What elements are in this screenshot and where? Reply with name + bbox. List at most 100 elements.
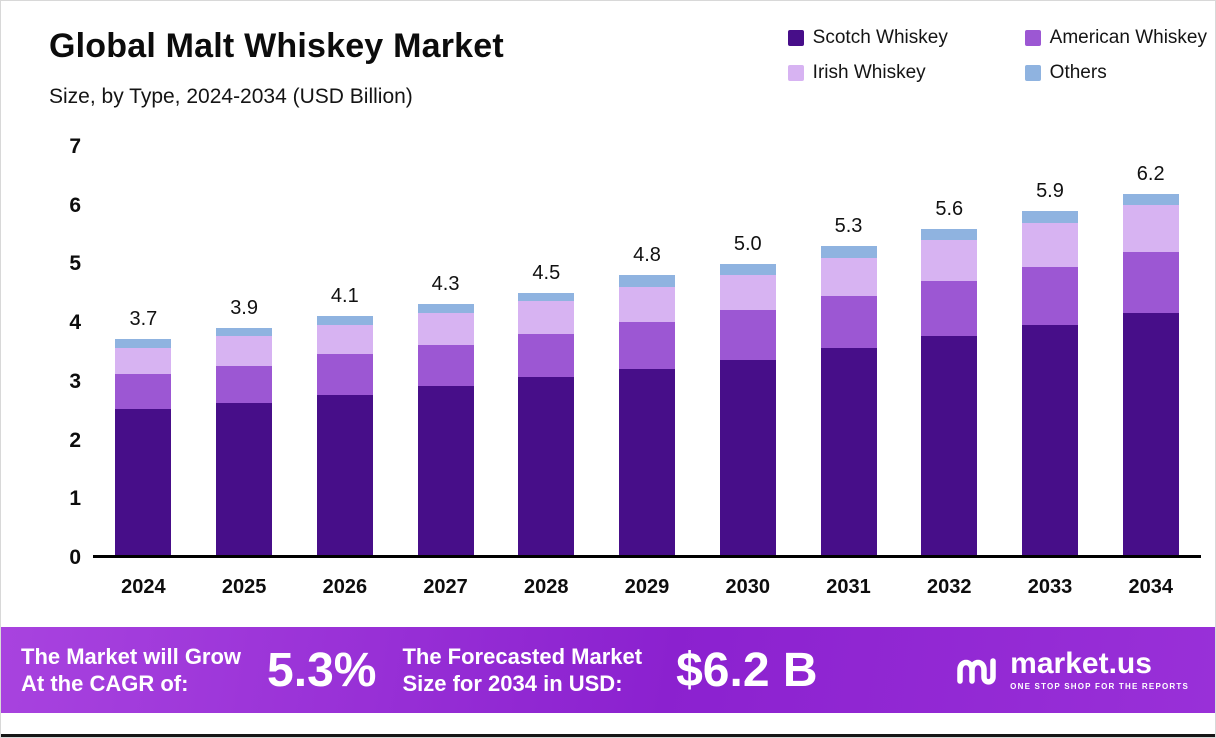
bar-segment-american-whiskey — [921, 281, 978, 337]
x-axis-label: 2027 — [423, 576, 468, 598]
chart-legend: Scotch Whiskey American Whiskey Irish Whis… — [787, 27, 1207, 84]
y-tick-label: 4 — [69, 311, 81, 335]
legend-label: Scotch Whiskey — [812, 27, 948, 48]
x-axis-label: 2030 — [725, 576, 771, 598]
bar-column-2029: 4.8 — [597, 147, 698, 555]
bar-stack — [921, 228, 978, 555]
page-title: Global Malt Whiskey Market — [49, 27, 504, 65]
bar-column-2024: 3.7 — [93, 147, 194, 555]
bar-segment-irish-whiskey — [921, 240, 978, 282]
plot-area: 3.7 3.9 4.1 4.3 4.5 4.8 5.0 5.3 5.6 5.9 6.2 — [93, 147, 1201, 558]
bar-segment-american-whiskey — [820, 295, 877, 349]
legend-item-others: Others — [1024, 62, 1207, 84]
bar-column-2031: 5.3 — [798, 147, 899, 555]
y-tick-label: 0 — [69, 546, 81, 569]
y-tick-label: 7 — [69, 135, 81, 158]
bar-segment-irish-whiskey — [518, 301, 575, 334]
bar-segment-irish-whiskey — [1122, 205, 1179, 252]
legend-label: Others — [1049, 62, 1107, 83]
bar-segment-irish-whiskey — [619, 286, 676, 322]
bar-column-2032: 5.6 — [899, 147, 1000, 555]
marketus-logo-icon — [956, 650, 1000, 691]
bars-row: 3.7 3.9 4.1 4.3 4.5 4.8 5.0 5.3 5.6 5.9 6.2 — [93, 147, 1201, 555]
x-axis-label: 2024 — [121, 576, 166, 598]
bar-segment-irish-whiskey — [115, 348, 172, 375]
bar-segment-others — [115, 339, 172, 349]
bar-segment-others — [216, 327, 273, 337]
bar-segment-irish-whiskey — [316, 324, 373, 354]
bar-segment-american-whiskey — [719, 310, 776, 360]
y-tick-label: 5 — [69, 252, 81, 276]
bar-segment-american-whiskey — [115, 374, 172, 410]
bar-stack — [1122, 193, 1179, 555]
x-axis-label: 2025 — [221, 576, 267, 598]
y-tick-label: 2 — [69, 428, 81, 452]
legend-item-american-whiskey: American Whiskey — [1024, 27, 1207, 49]
cagr-label: The Market will Grow At the CAGR of: — [21, 643, 241, 698]
bar-total-label: 5.9 — [1036, 180, 1064, 203]
bar-segment-irish-whiskey — [820, 257, 877, 296]
y-tick-label: 3 — [69, 369, 81, 393]
page-subtitle: Size, by Type, 2024-2034 (USD Billion) — [49, 85, 413, 108]
bar-column-2025: 3.9 — [194, 147, 295, 555]
bar-stack — [216, 327, 273, 555]
bar-total-label: 4.5 — [532, 261, 561, 284]
bar-segment-scotch-whiskey — [619, 368, 676, 555]
y-axis: 0 1 2 3 4 5 6 7 — [47, 135, 81, 569]
x-axis-label: 2034 — [1128, 576, 1173, 598]
forecast-label-line1: The Forecasted Market — [402, 643, 643, 669]
bar-segment-others — [619, 275, 676, 287]
bar-column-2030: 5.0 — [697, 147, 798, 555]
bar-total-label: 3.7 — [129, 308, 158, 331]
bar-stack — [719, 263, 776, 555]
bar-segment-scotch-whiskey — [417, 385, 474, 555]
bar-segment-scotch-whiskey — [1122, 313, 1179, 555]
legend-swatch — [787, 65, 804, 81]
legend-item-irish-whiskey: Irish Whiskey — [787, 62, 1025, 84]
x-axis-label: 2033 — [1027, 576, 1073, 598]
cagr-label-line1: The Market will Grow — [21, 643, 242, 669]
bar-stack — [518, 292, 575, 555]
bar-segment-american-whiskey — [216, 365, 273, 404]
bar-segment-scotch-whiskey — [820, 348, 877, 555]
bar-segment-others — [719, 263, 776, 276]
bar-stack — [820, 246, 877, 555]
brand-tagline: ONE STOP SHOP FOR THE REPORTS — [1010, 682, 1189, 691]
x-axis-label: 2032 — [926, 576, 972, 598]
x-axis-labels: 2024 2025 2026 2027 2028 2029 2030 2031 2032 2033… — [93, 576, 1201, 599]
legend-item-scotch-whiskey: Scotch Whiskey — [787, 27, 1025, 49]
bar-stack — [115, 339, 172, 555]
bar-segment-irish-whiskey — [417, 313, 474, 346]
x-axis-label: 2029 — [624, 576, 670, 598]
brand-name: market.us — [1010, 647, 1152, 680]
bar-total-label: 3.9 — [230, 296, 258, 319]
forecast-label-line2: Size for 2034 in USD: — [402, 671, 623, 696]
bar-column-2026: 4.1 — [294, 147, 395, 555]
brand-logo-block: market.us ONE STOP SHOP FOR THE REPORTS — [956, 649, 1195, 691]
bar-segment-others — [316, 316, 373, 325]
bar-segment-others — [820, 246, 877, 258]
footer-banner: The Market will Grow At the CAGR of: 5.3… — [1, 627, 1215, 713]
y-tick-label: 6 — [69, 193, 81, 217]
bar-segment-others — [518, 292, 575, 302]
y-tick-label: 1 — [69, 487, 81, 511]
bar-column-2033: 5.9 — [1000, 147, 1101, 555]
x-axis-label: 2028 — [524, 576, 569, 598]
bar-segment-american-whiskey — [316, 353, 373, 395]
bar-segment-scotch-whiskey — [921, 336, 978, 555]
brand-text: market.us ONE STOP SHOP FOR THE REPORTS — [1010, 647, 1189, 692]
cagr-value: 5.3% — [267, 643, 377, 697]
bar-column-2034: 6.2 — [1100, 147, 1201, 555]
legend-swatch — [787, 30, 804, 46]
bar-total-label: 4.8 — [633, 244, 661, 267]
bar-total-label: 6.2 — [1136, 162, 1165, 185]
bar-segment-others — [417, 304, 474, 314]
bar-segment-others — [1122, 193, 1179, 206]
bar-column-2027: 4.3 — [395, 147, 496, 555]
bar-stack — [316, 316, 373, 555]
bar-segment-irish-whiskey — [719, 275, 776, 311]
bar-segment-american-whiskey — [619, 321, 676, 369]
bar-segment-scotch-whiskey — [115, 409, 172, 555]
bar-total-label: 4.1 — [330, 285, 359, 308]
cagr-label-line2: At the CAGR of: — [21, 671, 189, 696]
